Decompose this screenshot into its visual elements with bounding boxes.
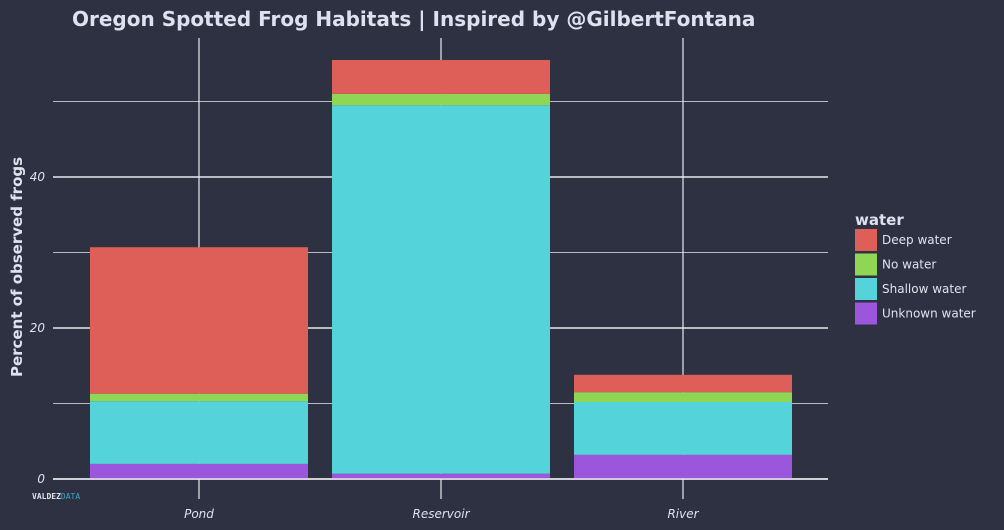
chart-title: Oregon Spotted Frog Habitats | Inspired …	[72, 7, 755, 31]
bar-segment-no-water	[574, 392, 792, 402]
legend-title: water	[855, 211, 904, 229]
legend: water Deep water No water Shallow water Unk…	[855, 211, 976, 325]
x-tick-label: Reservoir	[413, 507, 471, 521]
bar-segment-unknown-water	[332, 473, 550, 479]
bar-segment-shallow-water	[90, 401, 308, 464]
y-tick-label: 20	[30, 321, 46, 335]
bar-segment-deep-water	[332, 59, 550, 94]
y-tick-label: 0	[37, 472, 45, 486]
legend-label-deep-water: Deep water	[882, 233, 952, 247]
legend-label-unknown-water: Unknown water	[882, 307, 976, 321]
watermark-part2: DATA	[61, 492, 80, 501]
legend-swatch-unknown-water	[855, 302, 877, 325]
watermark: VALDEZDATA	[32, 492, 80, 501]
x-tick-label: River	[667, 507, 699, 521]
y-axis-label: Percent of observed frogs	[8, 157, 26, 377]
bar-segment-no-water	[90, 393, 308, 402]
svg-text:VALDEZDATA: VALDEZDATA	[32, 492, 80, 501]
bar-segment-deep-water	[90, 247, 308, 394]
bar-segment-no-water	[332, 93, 550, 106]
bar-segment-unknown-water	[90, 463, 308, 479]
legend-swatch-deep-water	[855, 229, 877, 251]
y-tick-label: 40	[30, 170, 46, 184]
legend-swatch-shallow-water	[855, 278, 877, 300]
bar-segment-unknown-water	[574, 454, 792, 479]
axis-layer: 0 20 40 Pond Reservoir River	[30, 170, 828, 521]
x-tick-label: Pond	[184, 507, 214, 521]
bar-segment-shallow-water	[574, 401, 792, 455]
watermark-part1: VALDEZ	[32, 492, 61, 501]
bar-segment-deep-water	[574, 374, 792, 393]
legend-swatch-no-water	[855, 253, 877, 276]
bars-layer	[90, 59, 792, 479]
legend-label-shallow-water: Shallow water	[882, 282, 966, 296]
legend-label-no-water: No water	[882, 258, 936, 272]
bar-segment-shallow-water	[332, 105, 550, 474]
